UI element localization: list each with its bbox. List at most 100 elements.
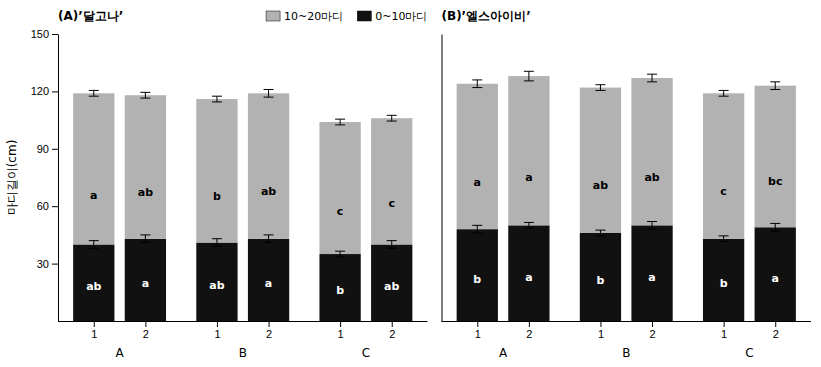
x-tick-label: 2	[773, 328, 779, 340]
error-bar	[472, 80, 482, 88]
bar-segment	[196, 99, 237, 243]
bar-segment	[319, 254, 360, 321]
bar-segment	[703, 93, 744, 238]
group-label: A	[115, 346, 124, 360]
legend-item: 10~20마디	[266, 10, 343, 23]
panel-title: (B)’엘스아이비’	[442, 9, 531, 23]
error-bar	[89, 241, 99, 249]
bar-segment	[755, 227, 796, 321]
panel-title: (A)’달고나’	[58, 9, 123, 23]
panel: bababaaaababcbc121212ABC(B)’엘스아이비’	[442, 9, 812, 360]
error-bar	[264, 89, 274, 97]
x-tick: 2	[266, 321, 272, 340]
y-tick: 120	[31, 85, 58, 97]
error-bars	[89, 89, 397, 124]
x-tick-label: 1	[338, 328, 344, 340]
bar-segment	[371, 244, 412, 321]
error-bar	[335, 251, 345, 257]
bar-annotation: a	[90, 189, 97, 202]
group-labels: ABC	[115, 346, 370, 360]
bar-segment	[125, 95, 166, 239]
error-bars	[89, 235, 397, 257]
error-bar	[140, 235, 150, 243]
bar-annotation: c	[388, 197, 395, 210]
x-tick: 2	[649, 321, 655, 340]
x-tick-label: 1	[598, 328, 604, 340]
error-bar	[524, 222, 534, 228]
bar-segment	[371, 118, 412, 244]
bar-segment	[248, 239, 289, 321]
legend-item: 0~10마디	[357, 10, 427, 23]
error-bar	[89, 90, 99, 96]
y-axis-line	[442, 35, 443, 322]
y-tick-mark	[52, 206, 58, 207]
error-bar	[719, 236, 729, 242]
bar-annotation: c	[720, 185, 727, 198]
x-tick-mark	[529, 321, 530, 327]
bar-annotation: a	[525, 271, 532, 284]
bar-series	[457, 225, 796, 321]
bar-annotations: bababaaaababcbc	[473, 171, 782, 290]
error-bar	[472, 225, 482, 233]
y-axis: 306090120150	[31, 28, 59, 321]
error-bar	[140, 92, 150, 98]
error-bar	[524, 71, 534, 81]
y-tick: 60	[37, 200, 58, 212]
x-tick-label: 2	[389, 328, 395, 340]
error-bar	[387, 241, 397, 249]
chart-root: abaabababaabbabcc121212ABC306090120150마디…	[0, 0, 821, 367]
y-tick-label: 60	[37, 200, 49, 212]
error-bar	[647, 222, 657, 230]
bar-annotation: a	[525, 171, 532, 184]
x-tick: 1	[91, 321, 97, 340]
error-bar	[212, 96, 222, 102]
x-tick-label: 2	[526, 328, 532, 340]
bar-segment	[508, 76, 549, 225]
group-labels: ABC	[499, 346, 754, 360]
bar-segment	[508, 225, 549, 321]
x-tick: 2	[389, 321, 395, 340]
bar-segment	[248, 93, 289, 238]
bar-annotation: ab	[384, 280, 399, 293]
bar-annotation: b	[720, 277, 728, 290]
bar-annotation: a	[265, 277, 272, 290]
chart-svg: abaabababaabbabcc121212ABC306090120150마디…	[0, 0, 821, 367]
y-axis-line	[58, 35, 59, 322]
y-tick-mark	[52, 91, 58, 92]
y-tick-mark	[52, 149, 58, 150]
bar-annotation: ab	[138, 186, 153, 199]
x-axis: 121212	[442, 321, 812, 340]
bar-series	[73, 93, 412, 254]
x-tick: 2	[773, 321, 779, 340]
x-tick-label: 2	[143, 328, 149, 340]
x-axis: 121212	[58, 321, 428, 340]
bar-annotation: bc	[768, 175, 782, 188]
y-axis-title: 마디길이(cm)	[5, 140, 19, 216]
x-tick-mark	[94, 321, 95, 327]
bar-annotation: ab	[86, 280, 101, 293]
y-tick: 30	[37, 258, 58, 270]
bar-segment	[580, 88, 621, 233]
legend-label: 10~20마디	[284, 10, 343, 23]
x-tick-label: 1	[475, 328, 481, 340]
bar-annotation: a	[772, 272, 779, 285]
bar-annotation: ab	[593, 179, 608, 192]
x-tick-mark	[217, 321, 218, 327]
x-tick-mark	[145, 321, 146, 327]
x-tick-label: 2	[266, 328, 272, 340]
bar-annotation: ab	[209, 279, 224, 292]
bar-segment	[580, 233, 621, 321]
error-bar	[770, 82, 780, 90]
bar-annotation: c	[337, 205, 344, 218]
y-axis	[442, 35, 443, 322]
bar-segment	[703, 239, 744, 321]
bar-segment	[631, 225, 672, 321]
error-bar	[647, 74, 657, 82]
error-bars	[472, 71, 780, 96]
y-tick-label: 90	[37, 143, 49, 155]
bar-annotation: b	[336, 284, 344, 297]
x-tick-mark	[775, 321, 776, 327]
x-tick-label: 1	[91, 328, 97, 340]
legend: 10~20마디 0~10마디	[266, 10, 427, 23]
error-bars	[472, 222, 780, 242]
